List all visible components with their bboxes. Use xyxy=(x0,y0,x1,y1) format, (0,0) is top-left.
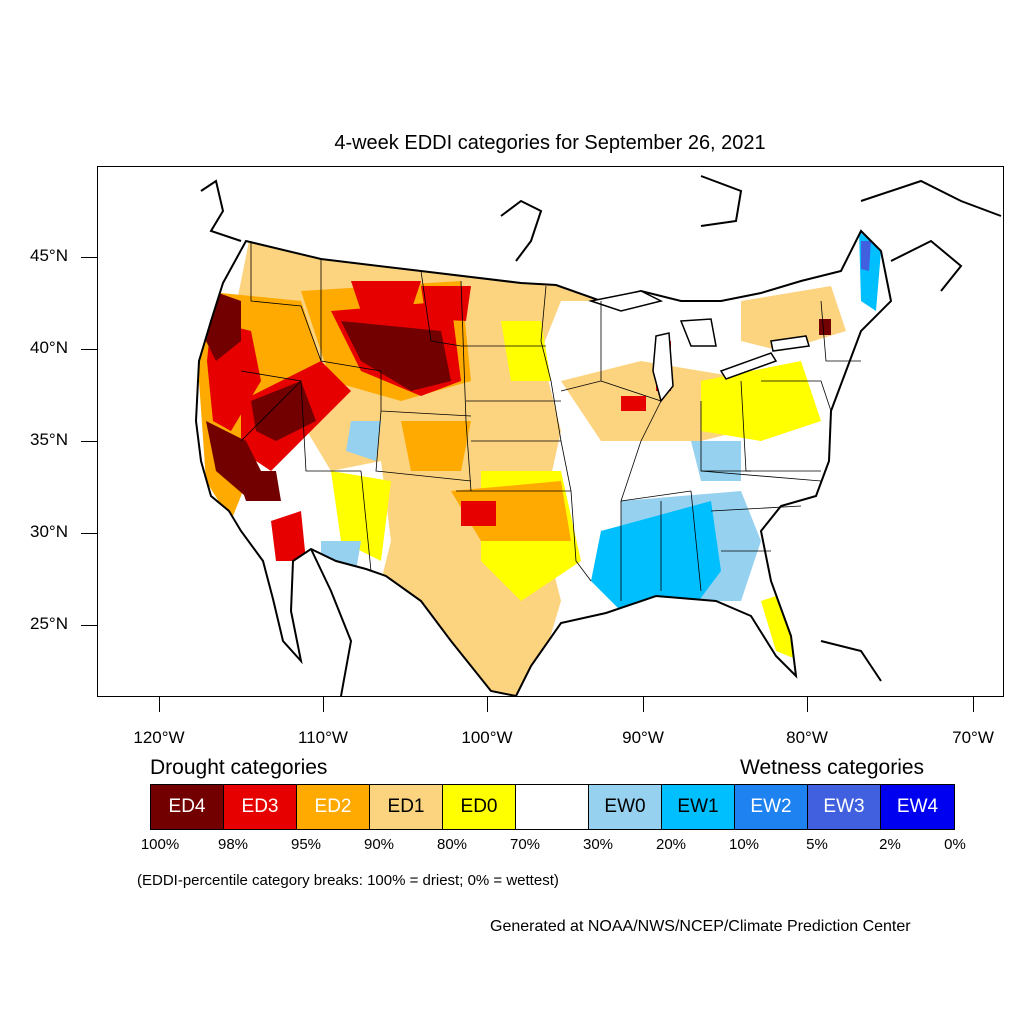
lat-tick-40 xyxy=(81,349,97,350)
percentile-label: 80% xyxy=(436,836,468,853)
lon-label-110: 110°W xyxy=(298,728,348,747)
eddi-map xyxy=(97,166,1004,697)
percentile-label: 5% xyxy=(806,836,828,853)
legend-box-ed2: ED2 xyxy=(297,785,370,829)
legend-box-ew4: EW4 xyxy=(881,785,954,829)
lat-tick-30 xyxy=(81,533,97,534)
lon-tick-90 xyxy=(643,697,644,712)
lon-label-100: 100°W xyxy=(461,728,513,747)
lat-tick-35 xyxy=(81,441,97,442)
percentile-label: 90% xyxy=(363,836,395,853)
lat-label-25: 25°N xyxy=(30,614,68,633)
percentile-label: 95% xyxy=(290,836,322,853)
map-title: 4-week EDDI categories for September 26,… xyxy=(334,132,766,154)
lon-tick-110 xyxy=(323,697,324,712)
credit-line: Generated at NOAA/NWS/NCEP/Climate Predi… xyxy=(490,918,911,935)
legend-box-ew3: EW3 xyxy=(808,785,881,829)
lon-label-90: 90°W xyxy=(622,728,664,747)
lat-tick-25 xyxy=(81,625,97,626)
legend-box-neutral xyxy=(516,785,589,829)
lon-tick-80 xyxy=(807,697,808,712)
lon-tick-100 xyxy=(487,697,488,712)
percentile-label: 98% xyxy=(217,836,249,853)
lon-label-70: 70°W xyxy=(952,728,994,747)
legend-box-ed1: ED1 xyxy=(370,785,443,829)
legend-box-ed4: ED4 xyxy=(151,785,224,829)
lon-label-80: 80°W xyxy=(786,728,828,747)
lat-tick-45 xyxy=(81,257,97,258)
legend-box-ed3: ED3 xyxy=(224,785,297,829)
drought-categories-heading: Drought categories xyxy=(150,756,328,779)
category-breaks-note: (EDDI-percentile category breaks: 100% =… xyxy=(137,872,559,889)
percentile-label: 10% xyxy=(728,836,760,853)
lat-label-30: 30°N xyxy=(30,522,68,541)
lat-label-35: 35°N xyxy=(30,430,68,449)
percentile-label: 70% xyxy=(509,836,541,853)
percentile-label: 2% xyxy=(879,836,901,853)
lon-label-120: 120°W xyxy=(133,728,185,747)
percentile-label: 100% xyxy=(140,836,180,853)
legend-box-ew0: EW0 xyxy=(589,785,662,829)
lat-label-45: 45°N xyxy=(30,246,68,265)
lat-label-40: 40°N xyxy=(30,338,68,357)
legend-box-ed0: ED0 xyxy=(443,785,516,829)
category-legend-bar: ED4 ED3 ED2 ED1 ED0 EW0 EW1 EW2 EW3 EW4 xyxy=(150,784,955,830)
percentile-label: 0% xyxy=(944,836,966,853)
legend-box-ew2: EW2 xyxy=(735,785,808,829)
percentile-label: 30% xyxy=(582,836,614,853)
legend-box-ew1: EW1 xyxy=(662,785,735,829)
wetness-categories-heading: Wetness categories xyxy=(740,756,925,779)
lon-tick-70 xyxy=(973,697,974,712)
percentile-label: 20% xyxy=(655,836,687,853)
lon-tick-120 xyxy=(159,697,160,712)
